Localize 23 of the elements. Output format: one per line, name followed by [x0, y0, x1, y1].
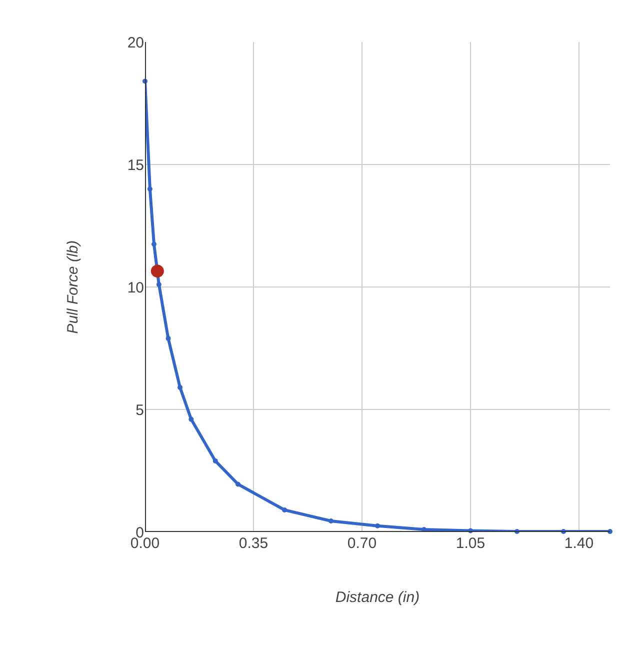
point: [282, 507, 287, 512]
y-tick-label: 20: [127, 34, 144, 52]
point: [151, 242, 156, 247]
point: [212, 458, 218, 464]
y-tick-label: 5: [136, 402, 144, 419]
x-tick-label: 1.40: [564, 535, 594, 552]
point: [188, 416, 194, 422]
y-tick-label: 15: [127, 156, 144, 174]
point: [166, 336, 171, 341]
x-tick-label: 0.70: [347, 535, 377, 552]
point: [178, 384, 183, 390]
x-tick-label: 1.05: [456, 535, 486, 552]
point: [375, 523, 380, 528]
point: [608, 529, 612, 534]
y-tick-label: 10: [127, 279, 144, 296]
point: [236, 482, 240, 487]
x-tick-label: 0.35: [238, 535, 268, 552]
point: [150, 264, 164, 278]
point: [156, 282, 162, 288]
point: [147, 186, 152, 192]
x-axis-title: Distance (in): [335, 589, 420, 606]
y-axis-title: Pull Force (lb): [64, 240, 82, 334]
point: [328, 518, 334, 524]
